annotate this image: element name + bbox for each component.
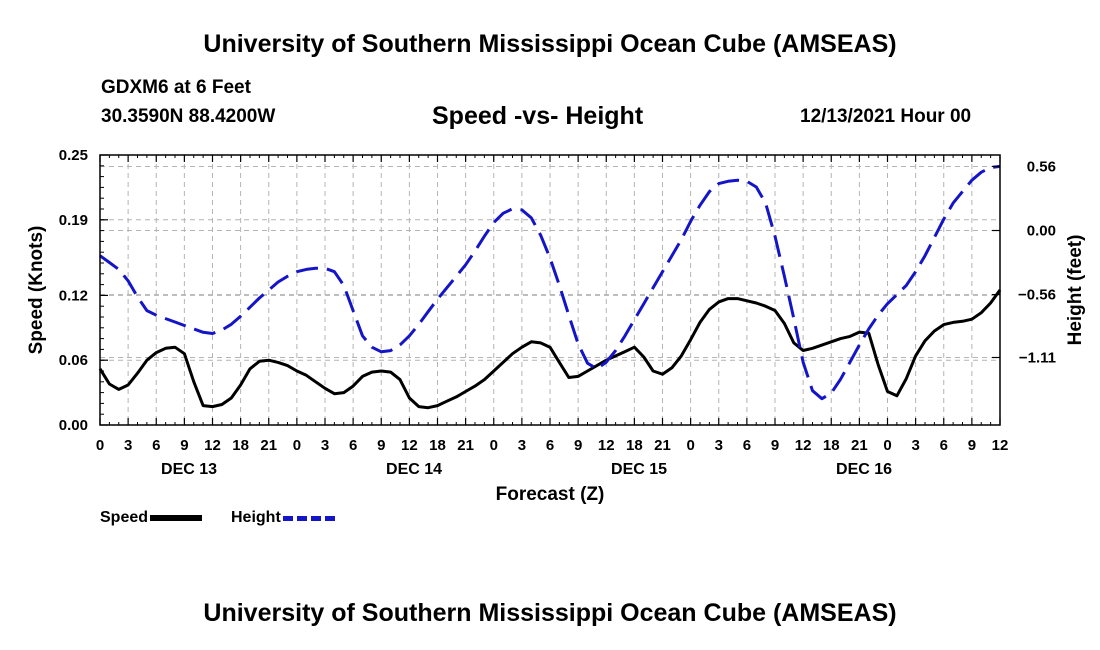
x-tick-label: 12 xyxy=(992,437,1009,454)
x-tick-label: 12 xyxy=(598,437,615,454)
x-tick-label: 18 xyxy=(429,437,446,454)
x-tick-label: 0 xyxy=(883,437,891,454)
x-tick-label: 0 xyxy=(96,437,104,454)
y-right-tick-label: 0.56 xyxy=(1027,158,1056,175)
y-right-tick-label: 0.00 xyxy=(1027,223,1056,240)
x-tick-label: 21 xyxy=(654,437,671,454)
x-tick-label: 18 xyxy=(823,437,840,454)
x-tick-label: 0 xyxy=(293,437,301,454)
legend-speed: Speed xyxy=(100,509,203,527)
main-title: University of Southern Mississippi Ocean… xyxy=(203,30,897,58)
x-day-label: DEC 16 xyxy=(836,461,892,478)
y-right-axis-title: Height (feet) xyxy=(1065,235,1086,346)
x-tick-label: 9 xyxy=(968,437,976,454)
y-left-tick-label: 0.19 xyxy=(59,212,88,229)
y-left-tick-label: 0.12 xyxy=(59,287,88,304)
y-right-tick-label: −1.11 xyxy=(1019,350,1056,367)
height-series-line xyxy=(99,164,1001,401)
x-tick-label: 6 xyxy=(152,437,160,454)
x-tick-label: 12 xyxy=(795,437,812,454)
station-coordinates: 30.3590N 88.4200W xyxy=(101,106,276,127)
legend-height-swatch xyxy=(282,515,335,521)
y-left-axis-title: Speed (Knots) xyxy=(26,226,47,355)
x-tick-label: 0 xyxy=(686,437,694,454)
x-tick-label: 18 xyxy=(232,437,249,454)
x-tick-label: 12 xyxy=(401,437,418,454)
y-right-tick-label: −0.56 xyxy=(1018,287,1056,304)
x-tick-label: 18 xyxy=(626,437,643,454)
x-tick-label: 6 xyxy=(743,437,751,454)
x-tick-label: 12 xyxy=(204,437,221,454)
x-day-label: DEC 14 xyxy=(386,461,442,478)
legend-height: Height xyxy=(231,509,335,527)
x-tick-label: 6 xyxy=(546,437,554,454)
legend-speed-swatch xyxy=(150,515,203,521)
x-day-label: DEC 15 xyxy=(611,461,667,478)
x-tick-label: 6 xyxy=(349,437,357,454)
chart-title: Speed -vs- Height xyxy=(432,102,644,130)
legend-speed-label: Speed xyxy=(100,509,149,526)
footer-title: University of Southern Mississippi Ocean… xyxy=(203,599,897,627)
x-tick-label: 3 xyxy=(518,437,526,454)
x-tick-label: 9 xyxy=(180,437,188,454)
x-tick-label: 3 xyxy=(321,437,329,454)
x-tick-label: 3 xyxy=(124,437,132,454)
x-tick-label: 9 xyxy=(771,437,779,454)
x-tick-label: 21 xyxy=(457,437,474,454)
y-left-tick-label: 0.25 xyxy=(59,147,88,164)
y-left-tick-label: 0.00 xyxy=(59,417,88,434)
legend-height-label: Height xyxy=(231,509,281,526)
x-axis-title: Forecast (Z) xyxy=(496,484,605,505)
run-date: 12/13/2021 Hour 00 xyxy=(800,106,972,127)
x-tick-label: 0 xyxy=(490,437,498,454)
x-tick-label: 6 xyxy=(940,437,948,454)
x-tick-label: 3 xyxy=(911,437,919,454)
x-tick-label: 21 xyxy=(851,437,868,454)
x-tick-label: 9 xyxy=(574,437,582,454)
y-left-tick-label: 0.06 xyxy=(59,352,88,369)
x-tick-label: 9 xyxy=(377,437,385,454)
x-day-label: DEC 13 xyxy=(161,461,217,478)
station-label: GDXM6 at 6 Feet xyxy=(101,77,251,98)
x-tick-label: 3 xyxy=(715,437,723,454)
speed-series-line xyxy=(98,289,1002,410)
x-tick-label: 21 xyxy=(260,437,277,454)
